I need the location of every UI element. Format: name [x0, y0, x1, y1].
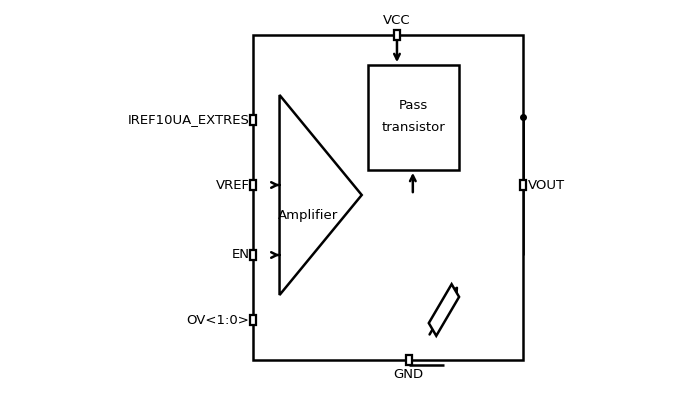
Bar: [368, 65, 458, 170]
Text: VCC: VCC: [383, 14, 411, 27]
Polygon shape: [429, 284, 459, 336]
Text: VREF: VREF: [216, 178, 250, 192]
Polygon shape: [279, 95, 362, 295]
Bar: [250, 250, 256, 260]
Text: GND: GND: [393, 368, 424, 381]
Text: Pass: Pass: [398, 99, 428, 112]
Bar: [394, 30, 400, 40]
Text: VOUT: VOUT: [528, 178, 565, 192]
Bar: [250, 315, 256, 325]
Bar: [406, 355, 412, 365]
Text: OV<1:0>: OV<1:0>: [187, 314, 250, 326]
Text: Amplifier: Amplifier: [278, 208, 338, 222]
Bar: [520, 180, 526, 190]
Text: EN: EN: [232, 249, 250, 261]
Bar: [250, 115, 256, 125]
Bar: [253, 35, 523, 360]
Text: IREF10UA_EXTRES: IREF10UA_EXTRES: [127, 113, 250, 127]
Bar: [250, 180, 256, 190]
Text: transistor: transistor: [382, 121, 445, 134]
